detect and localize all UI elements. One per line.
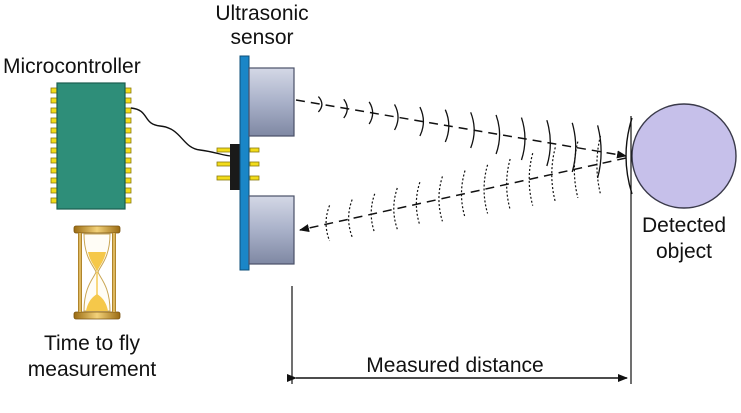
connection-wire [130, 107, 233, 157]
circle-object-icon [631, 103, 737, 209]
object-label-line2: object [656, 240, 712, 263]
sound-waves [295, 96, 633, 242]
time-label-line1: Time to fly [44, 332, 141, 355]
time-label-line2: measurement [28, 358, 157, 381]
object-label-line1: Detected [642, 214, 726, 237]
ic-chip-icon [50, 82, 132, 210]
sensor-label-line2: sensor [230, 26, 293, 49]
hourglass-icon [73, 225, 121, 320]
microcontroller-label: Microcontroller [3, 55, 141, 78]
sensor-label-line1: Ultrasonic [215, 2, 308, 25]
distance-label: Measured distance [366, 354, 543, 377]
ultrasonic-sensor-icon [216, 55, 295, 271]
